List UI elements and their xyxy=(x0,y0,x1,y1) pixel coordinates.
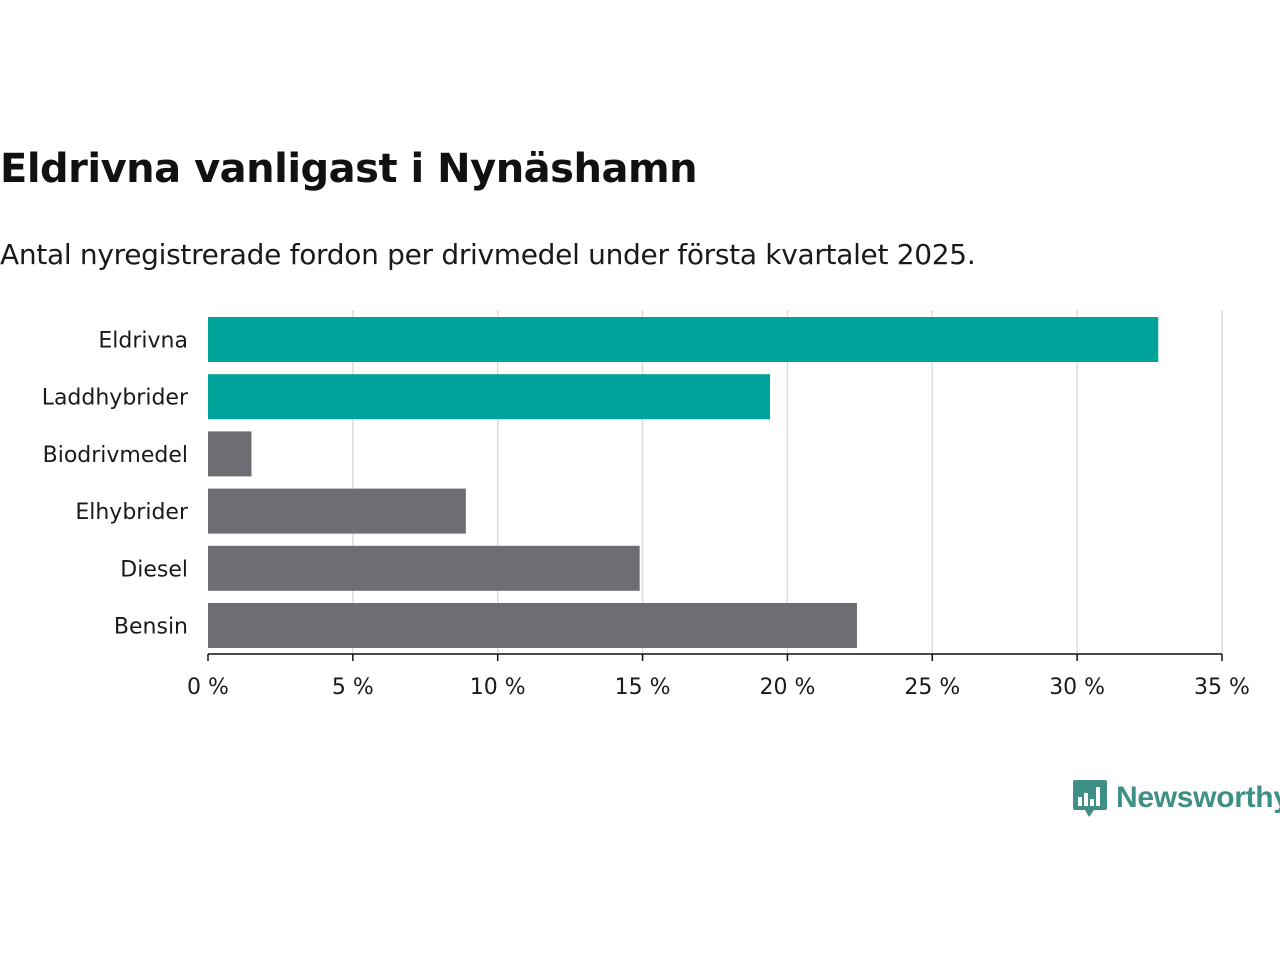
chart-title: Eldrivna vanligast i Nynäshamn xyxy=(0,146,698,192)
x-tick-label: 20 % xyxy=(759,675,815,700)
bar-chart-speech-bubble-icon xyxy=(1073,780,1107,817)
x-tick-label: 15 % xyxy=(615,675,671,700)
category-label: Biodrivmedel xyxy=(43,443,188,468)
x-tick-label: 10 % xyxy=(470,675,526,700)
bar xyxy=(208,431,252,477)
bars xyxy=(208,317,1159,648)
x-tick-label: 25 % xyxy=(904,675,960,700)
category-label: Diesel xyxy=(120,557,188,582)
bar xyxy=(208,488,466,534)
brand-name: Newsworthy xyxy=(1116,781,1280,814)
x-axis: 0 % 5 % 10 % 15 % 20 % 25 % 30 % 35 % xyxy=(187,653,1250,700)
gridlines xyxy=(352,310,1223,654)
x-tick-label: 30 % xyxy=(1049,675,1105,700)
bar xyxy=(208,545,640,591)
category-labels: Eldrivna Laddhybrider Biodrivmedel Elhybrid… xyxy=(42,329,189,640)
bar xyxy=(208,317,1159,362)
x-tick-label: 5 % xyxy=(332,675,374,700)
newsworthy-logo: Newsworthy xyxy=(1072,776,1280,820)
category-label: Elhybrider xyxy=(75,500,189,525)
category-label: Eldrivna xyxy=(98,329,188,354)
x-tick-label: 35 % xyxy=(1194,675,1250,700)
category-label: Laddhybrider xyxy=(42,386,189,411)
bar xyxy=(208,603,857,648)
bar xyxy=(208,374,771,420)
chart-subtitle: Antal nyregistrerade fordon per drivmede… xyxy=(0,238,976,271)
x-tick-label: 0 % xyxy=(187,675,229,700)
category-label: Bensin xyxy=(114,615,188,640)
